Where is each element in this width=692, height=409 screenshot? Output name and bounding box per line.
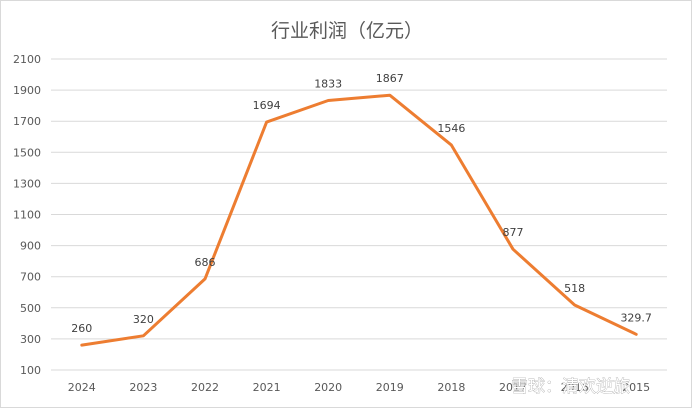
x-tick-label: 2016 [561, 381, 589, 394]
x-tick-label: 2024 [68, 381, 96, 394]
series-line [80, 93, 638, 347]
x-tick-label: 2018 [437, 381, 465, 394]
x-tick-label: 2015 [622, 381, 650, 394]
x-axis-tick-labels: 2024 2023 2022 2021 2020 2019 2018 2017 2016 2015 [68, 381, 650, 394]
data-label: 877 [503, 226, 524, 239]
y-tick-label: 1300 [13, 177, 41, 190]
y-tick-label: 1100 [13, 209, 41, 222]
chart-title: 行业利润（亿元） [271, 20, 423, 42]
x-tick-label: 2017 [499, 381, 527, 394]
data-label: 1546 [437, 122, 465, 135]
y-tick-label: 300 [20, 333, 41, 346]
data-label: 1694 [253, 99, 281, 112]
data-label: 1833 [314, 78, 342, 91]
y-tick-label: 1500 [13, 146, 41, 159]
y-tick-label: 1900 [13, 84, 41, 97]
data-label: 329.7 [620, 311, 652, 324]
data-label: 1867 [376, 72, 404, 85]
y-tick-label: 700 [20, 271, 41, 284]
data-label: 260 [71, 322, 92, 335]
data-label: 320 [133, 313, 154, 326]
x-tick-label: 2023 [129, 381, 157, 394]
x-tick-label: 2022 [191, 381, 219, 394]
data-label: 686 [195, 256, 216, 269]
y-tick-label: 2100 [13, 53, 41, 66]
y-tick-label: 1700 [13, 115, 41, 128]
x-tick-label: 2021 [253, 381, 281, 394]
data-label: 518 [564, 282, 585, 295]
data-labels: 260 320 686 1694 1833 1867 1546 877 518 329.7 [71, 72, 652, 335]
y-tick-label: 500 [20, 302, 41, 315]
x-tick-label: 2020 [314, 381, 342, 394]
y-tick-label: 900 [20, 240, 41, 253]
series-line-group [80, 93, 638, 347]
x-tick-label: 2019 [376, 381, 404, 394]
gridlines [51, 58, 667, 371]
watermark: 雪球：清欢逆旅 [511, 377, 630, 397]
y-axis-tick-labels: 100 300 500 700 900 1100 1300 1500 1700 1900 2100 [13, 53, 41, 377]
y-tick-label: 100 [20, 364, 41, 377]
